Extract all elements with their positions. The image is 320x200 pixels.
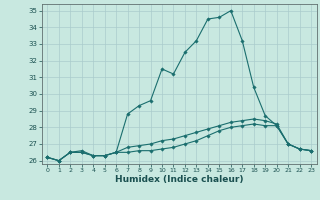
X-axis label: Humidex (Indice chaleur): Humidex (Indice chaleur): [115, 175, 244, 184]
